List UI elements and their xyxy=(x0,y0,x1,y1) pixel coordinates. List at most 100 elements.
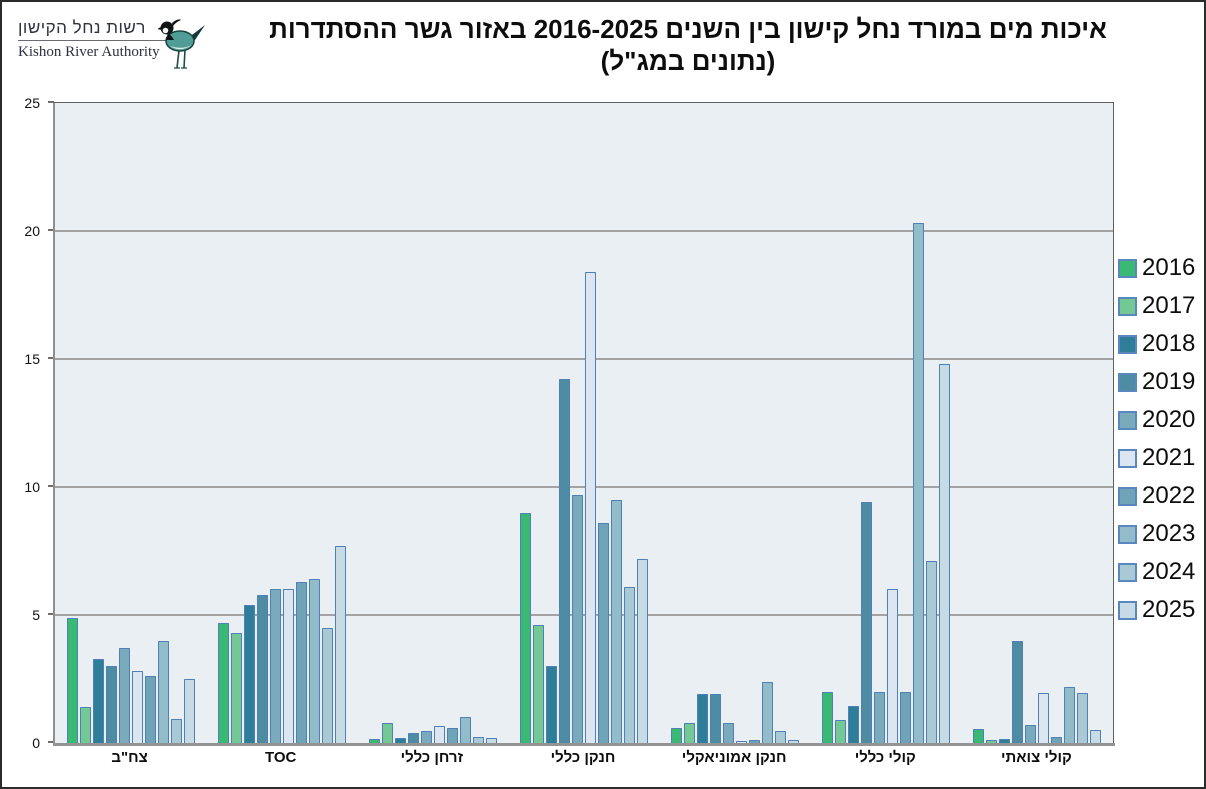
legend-label-2019: 2019 xyxy=(1142,368,1196,395)
y-tick-label-0: 0 xyxy=(32,735,40,751)
bar-2022 xyxy=(597,523,609,743)
legend-label-2021: 2021 xyxy=(1142,444,1196,471)
legend-item-2017: 2017 xyxy=(1118,287,1195,325)
bar-2023 xyxy=(913,223,925,743)
bar-2018 xyxy=(999,739,1011,743)
logo-hebrew-text: רשות נחל הקישון xyxy=(18,18,146,37)
bar-2022 xyxy=(446,728,458,743)
bar-2021 xyxy=(433,726,445,743)
bar-2019 xyxy=(407,733,419,743)
y-tick-mark-0 xyxy=(48,741,54,743)
legend-label-2017: 2017 xyxy=(1142,292,1196,319)
legend-swatch-2020 xyxy=(1118,410,1137,430)
kishon-authority-logo: רשות נחל הקישון Kishon River Authority xyxy=(18,18,218,69)
y-axis: 0 5 10 15 20 25 xyxy=(2,95,54,751)
legend-label-2025: 2025 xyxy=(1142,596,1196,623)
x-label-6: קולי כללי xyxy=(854,749,916,766)
bar-group-1 xyxy=(55,103,206,743)
bar-2025 xyxy=(636,559,648,743)
bar-2022 xyxy=(295,582,307,743)
bar-2018 xyxy=(394,738,406,743)
bar-2025 xyxy=(1090,730,1102,743)
bar-2022 xyxy=(900,692,912,743)
y-tick-label-15: 15 xyxy=(24,351,40,367)
bar-2019 xyxy=(256,595,268,743)
bar-2025 xyxy=(788,740,800,743)
bar-2024 xyxy=(472,737,484,743)
bar-2020 xyxy=(269,589,281,743)
bar-group-3 xyxy=(357,103,508,743)
y-tick-mark-15 xyxy=(48,357,54,359)
y-tick-label-20: 20 xyxy=(24,223,40,239)
bar-2021 xyxy=(887,589,899,743)
bar-2023 xyxy=(1064,687,1076,743)
bar-2019 xyxy=(558,379,570,743)
bar-2016 xyxy=(973,729,985,743)
bar-2016 xyxy=(368,739,380,743)
plot-area xyxy=(53,102,1115,746)
bar-2020 xyxy=(571,495,583,743)
bar-2021 xyxy=(1038,693,1050,743)
bar-2020 xyxy=(420,731,432,743)
legend-item-2019: 2019 xyxy=(1118,363,1195,401)
legend-swatch-2022 xyxy=(1118,486,1137,506)
bar-group-7 xyxy=(962,103,1113,743)
legend: 2016 2017 2018 2019 2020 2021 2022 2023 2024 2025 xyxy=(1118,249,1195,629)
legend-swatch-2016 xyxy=(1118,258,1137,278)
x-label-2: TOC xyxy=(265,749,297,766)
legend-swatch-2025 xyxy=(1118,600,1137,620)
y-tick-mark-10 xyxy=(48,485,54,487)
legend-item-2021: 2021 xyxy=(1118,439,1195,477)
bar-2023 xyxy=(157,641,169,743)
legend-swatch-2021 xyxy=(1118,448,1137,468)
bar-2022 xyxy=(749,740,761,743)
legend-item-2025: 2025 xyxy=(1118,591,1195,629)
bar-2025 xyxy=(939,364,951,743)
bar-2024 xyxy=(1077,693,1089,743)
bar-2021 xyxy=(131,671,143,743)
bar-2025 xyxy=(485,738,497,743)
gridline-10 xyxy=(55,486,1113,488)
bar-2017 xyxy=(684,723,696,743)
bar-2019 xyxy=(710,694,722,743)
bar-2018 xyxy=(697,694,709,743)
bar-2019 xyxy=(1012,641,1024,743)
bar-2018 xyxy=(243,605,255,743)
x-label-4: חנקן כללי xyxy=(550,749,616,766)
bar-2019 xyxy=(105,666,117,743)
legend-item-2020: 2020 xyxy=(1118,401,1195,439)
bar-2022 xyxy=(144,676,156,743)
bar-2024 xyxy=(775,731,787,743)
legend-label-2016: 2016 xyxy=(1142,254,1196,281)
logo-divider xyxy=(18,40,176,41)
legend-label-2024: 2024 xyxy=(1142,558,1196,585)
bar-2018 xyxy=(92,659,104,743)
y-tick-mark-25 xyxy=(48,101,54,103)
legend-label-2023: 2023 xyxy=(1142,520,1196,547)
bar-2017 xyxy=(532,625,544,743)
bar-groups xyxy=(55,103,1113,743)
chart-title: איכות מים במורד נחל קישון בין השנים 2016… xyxy=(197,14,1179,77)
bar-2024 xyxy=(321,628,333,743)
chart-title-line1: איכות מים במורד נחל קישון בין השנים 2016… xyxy=(269,14,1107,44)
bar-group-6 xyxy=(811,103,962,743)
y-axis-line xyxy=(53,103,55,743)
x-axis-line xyxy=(53,743,1115,746)
bar-2023 xyxy=(308,579,320,743)
x-axis-labels: צח"ב TOC זרחן כללי חנקן כללי חנקן אמוניאקלי ק… xyxy=(54,749,1112,766)
x-label-7: קולי צואתי xyxy=(1001,749,1072,766)
legend-item-2024: 2024 xyxy=(1118,553,1195,591)
y-tick-label-5: 5 xyxy=(32,607,40,623)
bar-2023 xyxy=(762,682,774,743)
y-tick-label-25: 25 xyxy=(24,95,40,111)
y-tick-mark-5 xyxy=(48,613,54,615)
bar-group-5 xyxy=(660,103,811,743)
bar-2017 xyxy=(79,707,91,743)
bar-2025 xyxy=(183,679,195,743)
x-label-3: זרחן כללי xyxy=(400,749,464,766)
bar-2025 xyxy=(334,546,346,743)
bar-2023 xyxy=(459,717,471,743)
bar-2017 xyxy=(835,720,847,743)
bar-2024 xyxy=(170,719,182,743)
bar-2017 xyxy=(381,723,393,743)
